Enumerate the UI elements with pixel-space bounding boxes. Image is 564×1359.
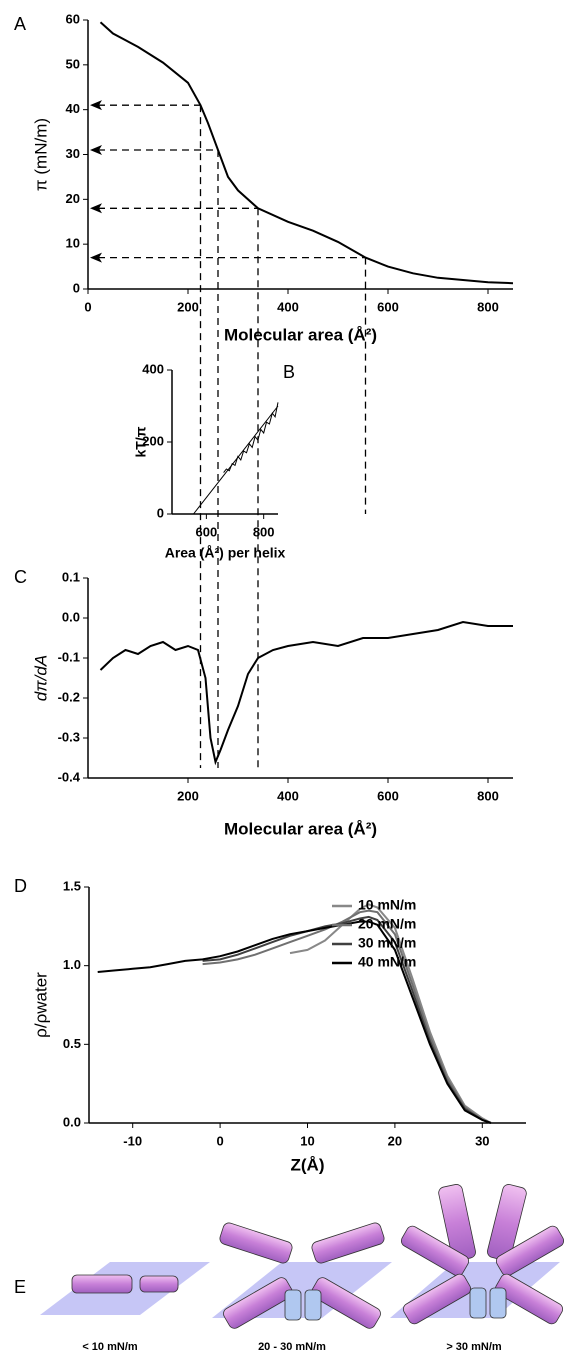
- guide-arrow: [90, 252, 102, 263]
- x-tick-label: 600: [377, 299, 399, 314]
- y-tick-label: 0: [73, 280, 80, 295]
- panel-label: E: [14, 1277, 26, 1297]
- x-tick-label: -10: [123, 1133, 142, 1148]
- x-tick-label: 20: [388, 1133, 402, 1148]
- x-tick-label: 200: [177, 299, 199, 314]
- y-tick-label: 50: [66, 56, 80, 71]
- x-tick-label: 400: [277, 788, 299, 803]
- state-label: > 30 mN/m: [446, 1341, 502, 1353]
- data-line: [202, 909, 492, 1124]
- data-line: [97, 920, 492, 1124]
- x-tick-label: 30: [475, 1133, 489, 1148]
- y-tick-label: 20: [66, 191, 80, 206]
- data-line: [99, 21, 514, 285]
- state-label: 20 - 30 mN/m: [258, 1341, 326, 1353]
- x-tick-label: 10: [300, 1133, 314, 1148]
- y-axis-label: ρ/ρwater: [31, 972, 50, 1038]
- legend-label: 10 mN/m: [358, 897, 416, 913]
- y-tick-label: -0.4: [58, 769, 81, 784]
- y-tick-label: 0.1: [62, 569, 80, 584]
- x-tick-label: 800: [253, 524, 275, 539]
- y-tick-label: 30: [66, 146, 80, 161]
- x-axis-label: Molecular area (Å²): [224, 325, 377, 344]
- y-axis-label: kT/π: [133, 426, 149, 457]
- y-tick-label: 200: [142, 433, 164, 448]
- y-tick-label: 60: [66, 11, 80, 26]
- guide-arrow: [90, 100, 102, 111]
- x-tick-label: 0: [216, 1133, 223, 1148]
- y-tick-label: 40: [66, 101, 80, 116]
- panel-label: A: [14, 14, 26, 34]
- y-tick-label: -0.3: [58, 729, 80, 744]
- y-tick-label: 1.5: [63, 878, 81, 893]
- panel-label: D: [14, 876, 27, 896]
- y-tick-label: -0.1: [58, 649, 80, 664]
- state-label: < 10 mN/m: [82, 1341, 138, 1353]
- legend-label: 40 mN/m: [358, 954, 416, 970]
- y-tick-label: 0.5: [63, 1036, 81, 1051]
- guide-arrow: [90, 145, 102, 156]
- y-axis-label: dπ/dA: [31, 655, 50, 701]
- x-tick-label: 800: [477, 299, 499, 314]
- x-tick-label: 200: [177, 788, 199, 803]
- data-line: [223, 402, 279, 473]
- x-tick-label: 600: [196, 524, 218, 539]
- data-line: [99, 620, 513, 766]
- legend-label: 30 mN/m: [358, 935, 416, 951]
- x-axis-label: Area (Å²) per helix: [165, 545, 286, 561]
- data-line: [193, 405, 279, 515]
- x-tick-label: 0: [84, 299, 91, 314]
- legend-label: 20 mN/m: [358, 916, 416, 932]
- x-tick-label: 400: [277, 299, 299, 314]
- x-tick-label: 800: [477, 788, 499, 803]
- panel-label: C: [14, 567, 27, 587]
- y-tick-label: -0.2: [58, 689, 80, 704]
- y-axis-label: π (mN/m): [31, 118, 50, 191]
- y-tick-label: 0.0: [63, 1114, 81, 1129]
- y-tick-label: 0.0: [62, 609, 80, 624]
- panel-e-drawing: [40, 1184, 564, 1329]
- y-tick-label: 1.0: [63, 957, 81, 972]
- x-tick-label: 600: [377, 788, 399, 803]
- y-tick-label: 400: [142, 361, 164, 376]
- y-tick-label: 0: [157, 505, 164, 520]
- x-axis-label: Molecular area (Å²): [224, 819, 377, 838]
- x-axis-label: Z(Å): [291, 1155, 325, 1174]
- panel-label: B: [283, 362, 295, 382]
- y-tick-label: 10: [66, 236, 80, 251]
- guide-arrow: [90, 203, 102, 214]
